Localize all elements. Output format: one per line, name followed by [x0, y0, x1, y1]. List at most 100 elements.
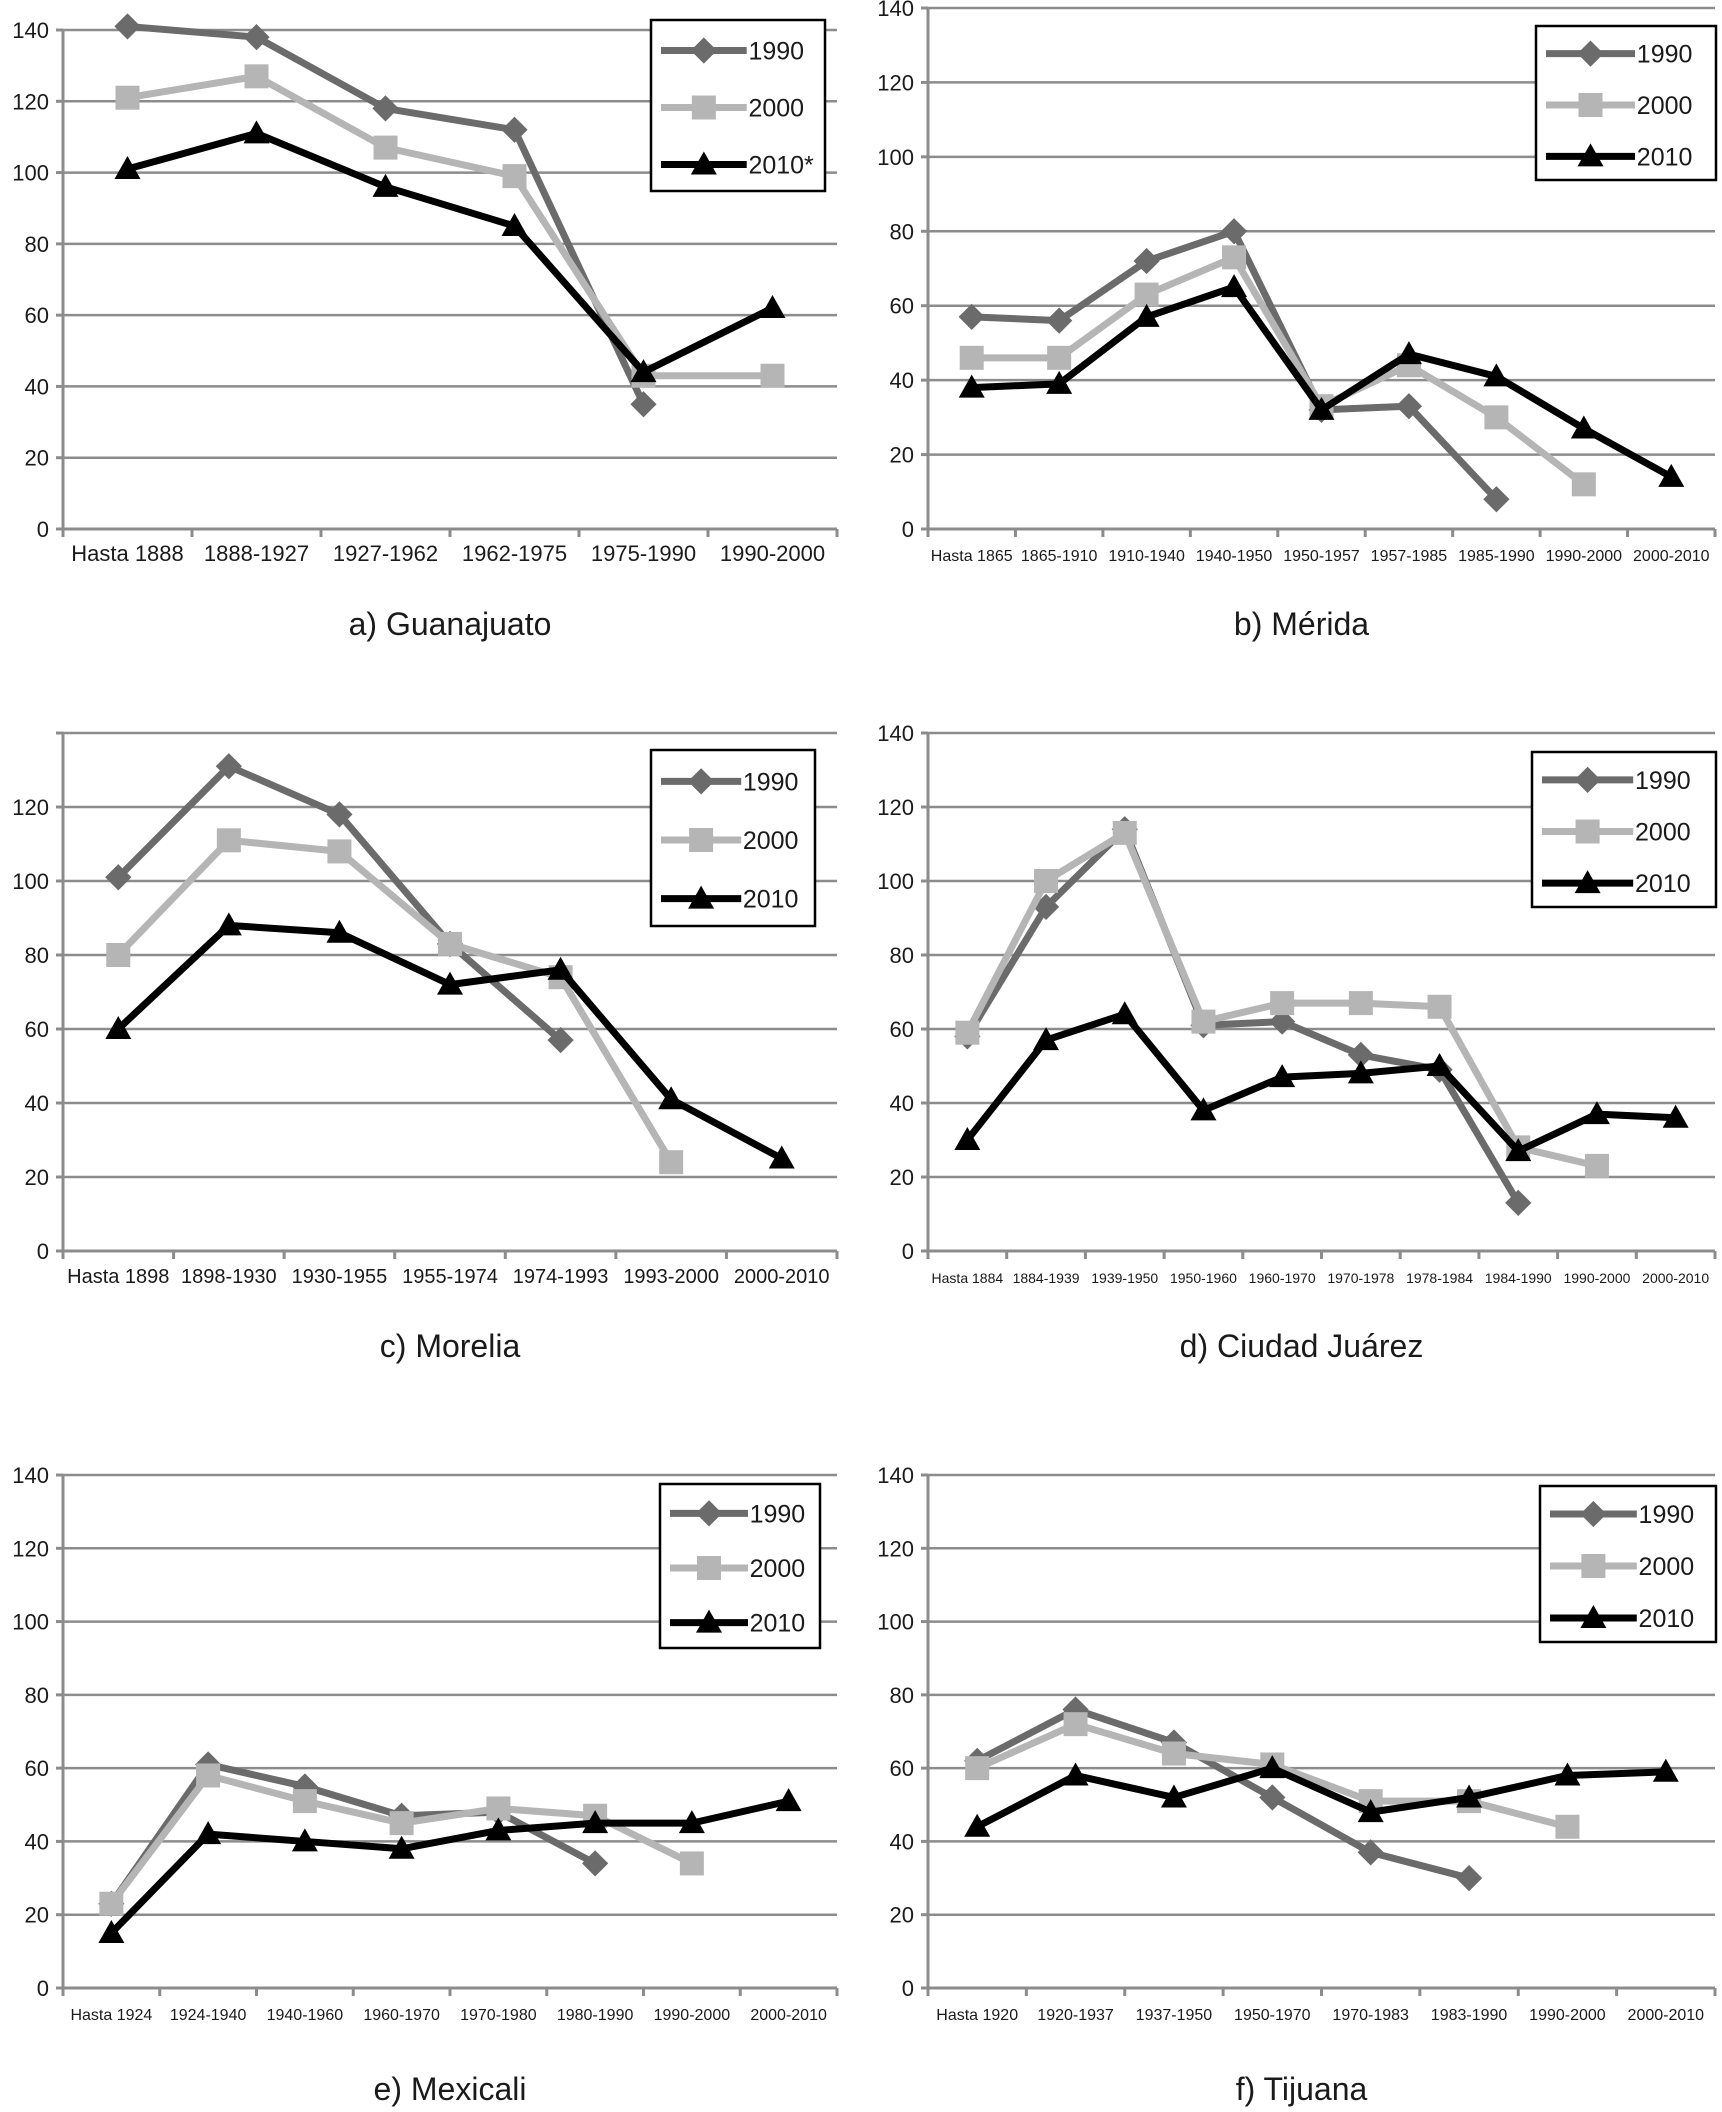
y-tick-label: 140	[877, 1463, 914, 1488]
y-tick-label: 40	[25, 1091, 49, 1116]
data-point	[105, 1016, 132, 1039]
legend: 1990 2000 2010	[1534, 24, 1718, 182]
data-point	[1063, 1712, 1088, 1737]
y-tick-label: 120	[877, 795, 914, 820]
data-point	[630, 359, 657, 383]
y-tick-label: 20	[25, 446, 49, 471]
x-tick-label: 1978-1984	[1406, 1270, 1473, 1286]
x-tick-label: 1970-1983	[1332, 2007, 1409, 2024]
series-2010	[964, 1755, 1679, 1837]
series-line	[115, 921, 784, 1162]
x-tick-label: Hasta 1924	[70, 2007, 152, 2024]
legend-label: 2010	[750, 1610, 806, 1638]
y-tick-label: 40	[25, 374, 49, 399]
y-tick-label: 120	[877, 1536, 914, 1561]
series-line	[126, 72, 773, 380]
data-point	[1222, 245, 1247, 270]
legend-marker	[1581, 1554, 1606, 1578]
data-point	[678, 1810, 705, 1834]
x-tick-label: 1888-1927	[204, 541, 309, 566]
x-tick-label: 1898-1930	[181, 1266, 277, 1288]
y-tick-label: 80	[25, 232, 49, 257]
series-2000	[955, 820, 1609, 1178]
chart-title: a) Guanajuato	[349, 606, 552, 642]
data-point	[582, 1810, 609, 1834]
y-tick-label: 60	[890, 1017, 914, 1042]
y-tick-label: 0	[37, 1239, 49, 1264]
data-point	[1483, 486, 1510, 513]
x-tick-label: 1924-1940	[170, 2007, 247, 2024]
x-tick-label: 1940-1950	[1196, 548, 1273, 565]
data-point	[1160, 1784, 1187, 1808]
x-tick-label: 1920-1937	[1037, 2007, 1114, 2024]
data-point	[1308, 396, 1335, 420]
legend-marker	[696, 1609, 722, 1633]
data-point	[196, 1763, 221, 1788]
data-point	[1062, 1762, 1089, 1786]
y-tick-label: 0	[902, 1976, 914, 2001]
data-point	[1161, 1741, 1186, 1766]
data-point	[215, 912, 242, 936]
y-tick-label: 80	[890, 943, 914, 968]
data-point	[502, 164, 527, 189]
data-point	[114, 13, 141, 40]
data-point	[1112, 820, 1137, 845]
y-tick-label: 100	[12, 869, 49, 894]
data-point	[1395, 393, 1423, 420]
y-tick-label: 140	[877, 0, 914, 21]
y-tick-label: 100	[877, 869, 914, 894]
legend-marker	[1574, 870, 1601, 894]
data-point	[955, 1020, 980, 1045]
data-point	[1269, 1008, 1296, 1035]
x-tick-label: 1927-1962	[333, 541, 438, 566]
x-tick-label: 2000-2010	[750, 2007, 827, 2024]
data-point	[438, 931, 462, 956]
legend-marker	[1580, 1605, 1607, 1628]
x-tick-label: 1970-1978	[1327, 1270, 1394, 1286]
x-tick-label: Hasta 1865	[931, 548, 1013, 565]
data-point	[1483, 363, 1510, 387]
data-point	[1555, 1814, 1580, 1839]
chart-panel-1: 0 20 40 60 80 100 120 140 Hasta 1865 1865-1910 191…	[877, 0, 1718, 642]
data-point	[1032, 893, 1060, 921]
legend-marker	[1577, 40, 1604, 67]
data-point	[1259, 1755, 1286, 1779]
x-tick-label: 1865-1910	[1021, 548, 1098, 565]
data-point	[1584, 1153, 1609, 1178]
legend-marker	[1577, 143, 1604, 167]
y-tick-label: 120	[12, 795, 49, 820]
data-point	[1571, 472, 1596, 497]
x-tick-label: 1990-2000	[720, 541, 825, 566]
data-point	[1357, 1839, 1384, 1866]
x-tick-label: 2000-2010	[1642, 1270, 1709, 1286]
series-line	[108, 1760, 597, 1906]
data-point	[243, 24, 270, 51]
data-point	[291, 1828, 318, 1852]
data-point	[1034, 869, 1059, 893]
y-tick-label: 60	[25, 303, 49, 328]
data-point	[630, 391, 657, 418]
data-point	[388, 1835, 415, 1859]
y-tick-label: 100	[877, 1610, 914, 1635]
data-point	[195, 1821, 222, 1845]
data-point	[1190, 1097, 1217, 1121]
y-tick-label: 0	[902, 1239, 914, 1264]
data-point	[486, 1796, 511, 1821]
y-tick-label: 100	[12, 1610, 49, 1635]
legend-marker	[1575, 819, 1600, 844]
data-point	[1484, 405, 1509, 430]
legend-marker	[690, 151, 717, 175]
x-tick-label: Hasta 1884	[932, 1270, 1004, 1286]
x-tick-label: 1930-1955	[292, 1266, 388, 1288]
series-2010*	[114, 120, 786, 383]
data-point	[958, 374, 985, 398]
data-point	[768, 1145, 795, 1169]
data-point	[327, 839, 352, 864]
data-point	[372, 173, 399, 197]
y-tick-label: 80	[890, 1683, 914, 1708]
data-point	[1395, 341, 1422, 365]
x-tick-label: 1950-1970	[1234, 2007, 1311, 2024]
data-point	[1033, 1027, 1060, 1051]
data-point	[965, 1756, 990, 1781]
y-tick-label: 80	[25, 943, 49, 968]
